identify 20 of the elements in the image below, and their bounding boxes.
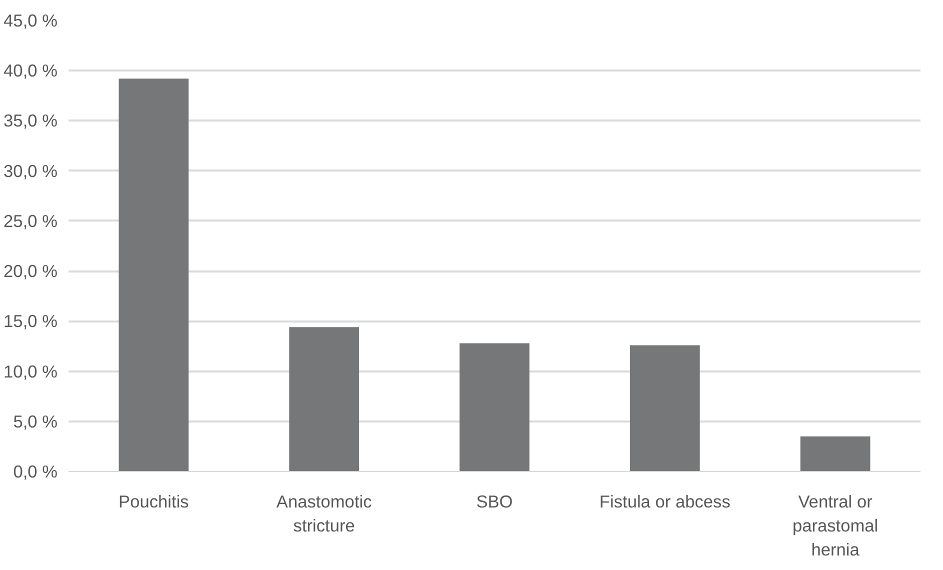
y-tick-label: 10,0 % — [4, 361, 58, 382]
y-tick-label: 40,0 % — [4, 60, 58, 81]
x-tick-label: Ventral or parastomal hernia — [792, 492, 878, 560]
bar — [289, 327, 360, 472]
bar — [800, 436, 870, 472]
y-tick-label: 0,0 % — [13, 462, 58, 482]
x-tick-label: Anastomotic stricture — [276, 492, 372, 536]
bar — [460, 343, 530, 472]
x-tick-label: SBO — [476, 492, 513, 512]
y-tick-label: 25,0 % — [4, 210, 58, 231]
bar — [118, 78, 189, 472]
y-tick-label: 5,0 % — [13, 411, 58, 432]
y-tick-label: 45,0 % — [4, 10, 58, 30]
y-tick-label: 20,0 % — [4, 261, 58, 282]
x-tick-label: Pouchitis — [118, 492, 190, 512]
y-tick-label: 15,0 % — [4, 311, 58, 332]
y-tick-label: 35,0 % — [4, 110, 58, 131]
y-tick-label: 30,0 % — [4, 160, 58, 181]
bar — [630, 345, 700, 472]
x-tick-label: Fistula or abcess — [599, 492, 731, 512]
